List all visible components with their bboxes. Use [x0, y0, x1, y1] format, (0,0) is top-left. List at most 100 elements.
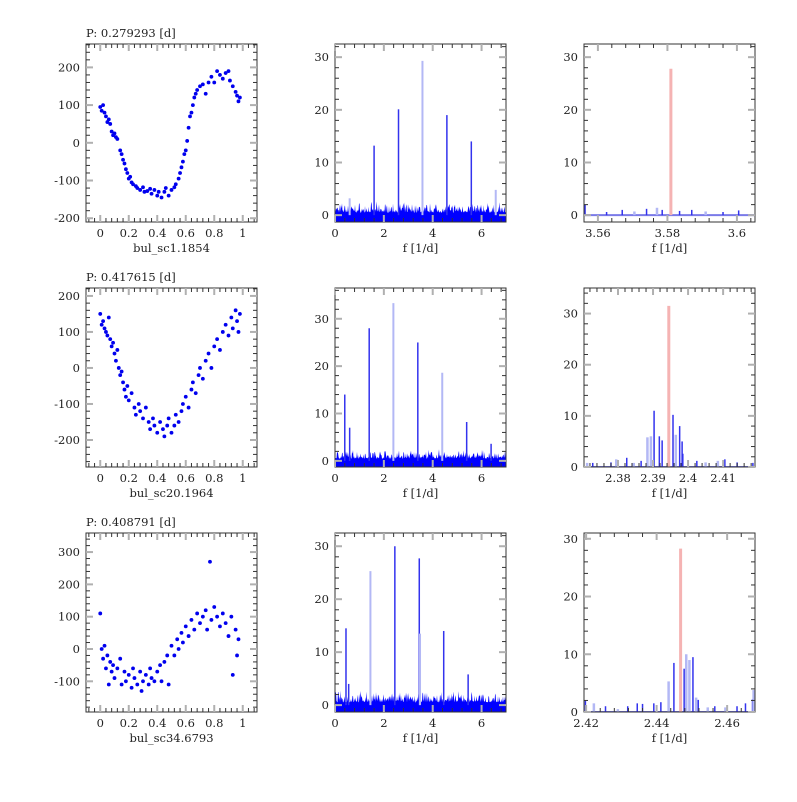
data-point [158, 420, 163, 424]
data-point [152, 188, 157, 192]
data-point [115, 348, 120, 352]
data-point [132, 405, 137, 410]
y-tick-label: 10 [314, 155, 329, 169]
panel-6: 2.38 2.39 2.4 2.41 0 10 20 30 f [1/d] [563, 287, 756, 500]
data-point [183, 624, 188, 629]
data-point [131, 182, 135, 187]
data-point [135, 682, 140, 687]
data-point [109, 669, 114, 674]
data-point [172, 423, 177, 428]
y-tick-label: 20 [563, 103, 578, 117]
y-tick-label: 10 [563, 409, 578, 423]
data-point [185, 139, 190, 143]
y-tick-label: 100 [58, 610, 80, 624]
x-tick-label: 2.41 [710, 471, 736, 485]
x-tick-label: 0 [331, 226, 338, 240]
data-point [121, 380, 125, 385]
data-point [162, 189, 167, 194]
noise-floor [335, 690, 506, 712]
data-point [235, 319, 239, 324]
data-point [215, 337, 220, 342]
data-point [112, 676, 117, 680]
data-point [104, 330, 108, 334]
y-tick-label: -200 [54, 211, 80, 225]
data-point [195, 611, 200, 616]
y-tick-label: 0 [73, 361, 80, 375]
data-point [212, 80, 217, 85]
data-point [106, 682, 111, 687]
data-point [122, 669, 127, 674]
x-tick-label: 6 [478, 471, 485, 485]
y-tick-label: 0 [322, 208, 329, 222]
axes-frame [85, 287, 258, 468]
data-point [151, 416, 155, 421]
y-tick-label: 0 [571, 705, 578, 719]
data-point [218, 73, 222, 77]
y-tick-label: 30 [314, 312, 329, 326]
plot-area [584, 305, 755, 467]
panel-2: 0 2 4 6 0 10 20 30 f [1/d] [314, 43, 507, 255]
plot-area [584, 548, 755, 712]
data-point [189, 110, 194, 115]
x-tick-label: 0.2 [120, 716, 138, 730]
data-point [124, 394, 128, 399]
data-point [196, 373, 201, 378]
data-point [218, 348, 222, 352]
plot-area [98, 308, 242, 439]
data-point [189, 618, 194, 622]
data-point [206, 351, 211, 356]
axes-frame [583, 532, 756, 713]
y-tick-label: 30 [563, 307, 578, 321]
data-point [203, 608, 208, 613]
y-tick-label: 30 [314, 50, 329, 64]
data-point [148, 186, 153, 191]
data-point [172, 185, 177, 190]
data-point [181, 159, 185, 164]
x-tick-label: 0.2 [120, 226, 138, 240]
x-tick-label: 0 [97, 716, 104, 730]
data-point [209, 74, 214, 79]
x-axis-label: f [1/d] [652, 486, 687, 500]
x-tick-label: 1 [239, 716, 246, 730]
data-point [181, 402, 185, 406]
data-point [146, 682, 151, 687]
y-tick-label: 0 [322, 454, 329, 468]
data-point [122, 387, 127, 392]
data-point [106, 117, 111, 122]
x-tick-label: 0.8 [205, 226, 223, 240]
data-point [99, 647, 104, 651]
data-point [109, 344, 114, 349]
data-point [169, 643, 174, 648]
data-point [220, 330, 225, 334]
x-axis-label: bul_sc1.1854 [133, 241, 210, 255]
data-point [206, 80, 211, 85]
y-tick-label: 0 [73, 136, 80, 150]
data-point [128, 174, 133, 179]
plot-area [335, 60, 506, 222]
data-point [189, 387, 194, 392]
y-tick-label: -100 [54, 397, 80, 411]
data-point [101, 656, 105, 661]
y-tick-label: 100 [58, 325, 80, 339]
panel-8: 0 2 4 6 0 10 20 30 f [1/d] [314, 532, 507, 745]
noise-floor [335, 201, 506, 222]
data-point [200, 376, 205, 381]
y-tick-label: 20 [563, 590, 578, 604]
data-point [122, 161, 127, 166]
data-point [183, 148, 188, 153]
data-point [175, 637, 180, 642]
x-tick-label: 0 [97, 471, 104, 485]
y-tick-label: 20 [314, 592, 329, 606]
data-point [143, 672, 148, 677]
data-point [129, 685, 134, 690]
data-point [186, 634, 191, 638]
x-tick-label: 2 [380, 226, 387, 240]
data-point [118, 373, 123, 378]
data-point [176, 176, 181, 181]
data-point [118, 148, 123, 153]
data-point [162, 434, 167, 439]
y-tick-label: 20 [563, 358, 578, 372]
x-tick-label: 0.6 [177, 716, 195, 730]
data-point [129, 391, 134, 396]
